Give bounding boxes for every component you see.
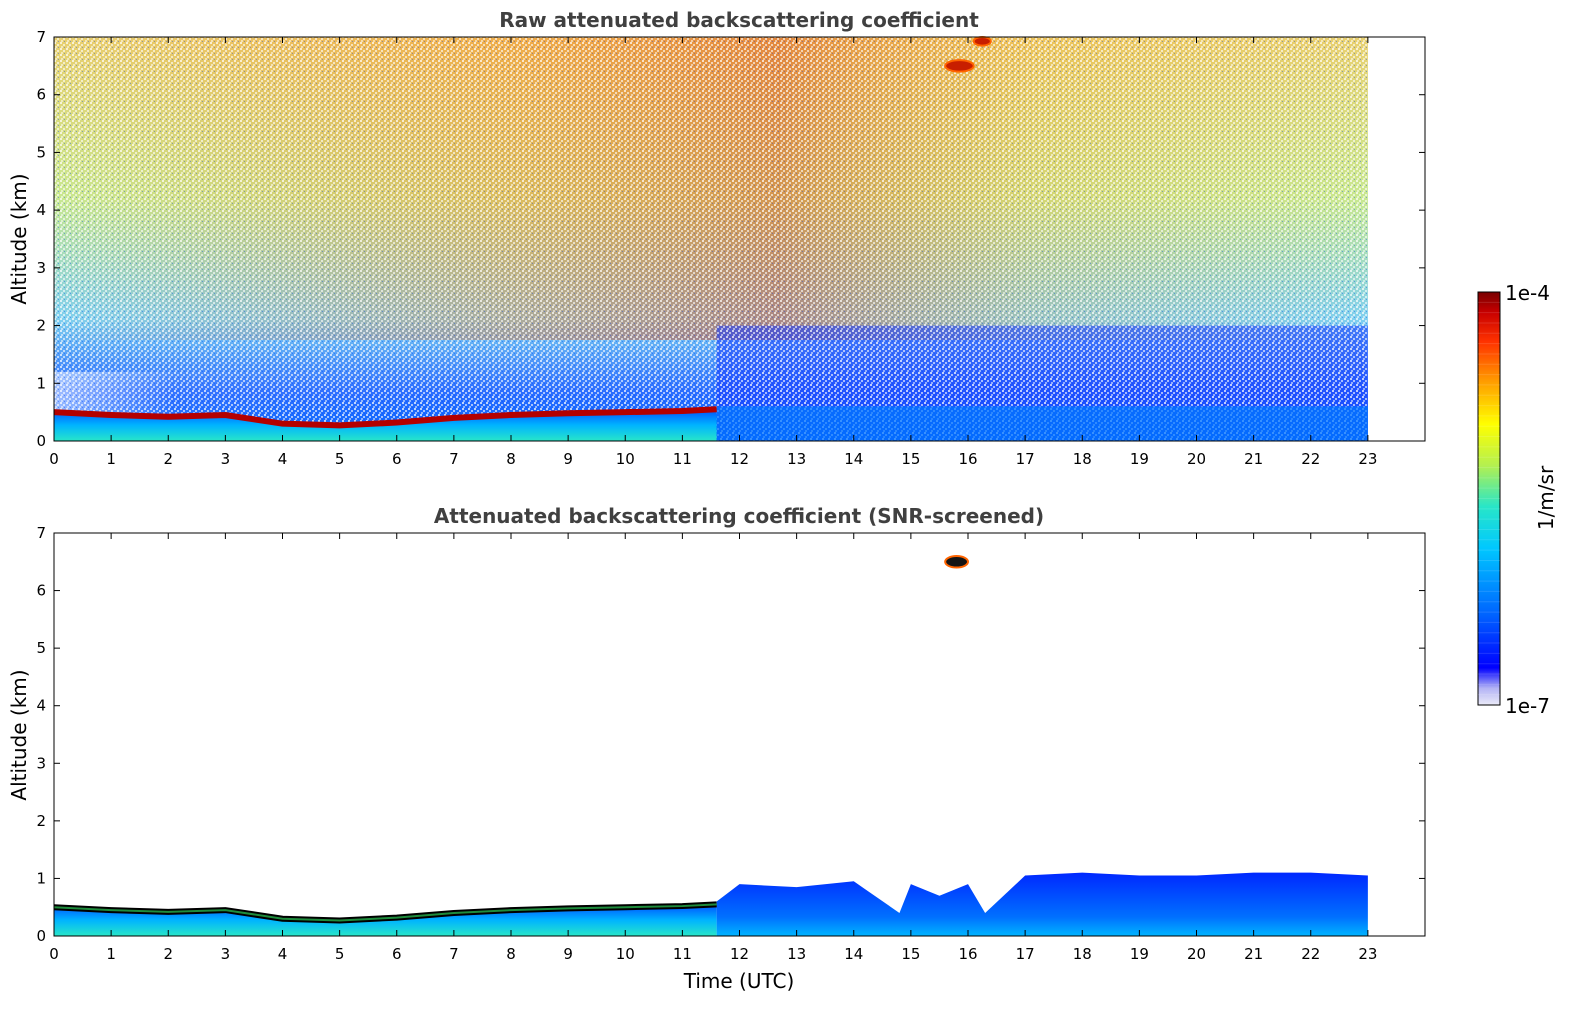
x-tick-label: 22 — [1301, 945, 1320, 963]
y-tick-label: 1 — [36, 374, 46, 392]
x-tick-label: 1 — [106, 945, 116, 963]
y-tick-label: 4 — [36, 697, 46, 715]
x-tick-label: 5 — [335, 450, 345, 468]
colorbar-min-label: 1e-7 — [1505, 694, 1550, 718]
x-tick-label: 12 — [730, 945, 749, 963]
cloud-patch — [972, 36, 992, 47]
x-tick-label: 0 — [49, 450, 59, 468]
x-tick-label: 2 — [163, 945, 173, 963]
x-tick-label: 6 — [392, 945, 402, 963]
panel2-heatmap — [53, 555, 1368, 936]
x-tick-label: 9 — [563, 450, 573, 468]
colorbar-bands — [1478, 301, 1500, 696]
x-tick-label: 15 — [901, 450, 920, 468]
y-tick-label: 6 — [36, 86, 46, 104]
y-tick-label: 4 — [36, 201, 46, 219]
x-tick-label: 21 — [1244, 450, 1263, 468]
y-tick-label: 7 — [36, 524, 46, 542]
x-tick-label: 19 — [1130, 450, 1149, 468]
x-tick-label: 14 — [844, 945, 863, 963]
x-tick-label: 19 — [1130, 945, 1149, 963]
x-tick-label: 22 — [1301, 450, 1320, 468]
panel2-title: Attenuated backscattering coefficient (S… — [434, 504, 1044, 528]
x-tick-label: 13 — [787, 450, 806, 468]
y-tick-label: 2 — [36, 317, 46, 335]
cloud-patch — [944, 555, 970, 569]
y-tick-label: 3 — [36, 754, 46, 772]
panel1-y-ticks: 0 1 2 3 4 5 6 7 — [36, 28, 1425, 450]
colorbar: 1e-4 1e-7 1/m/sr — [1477, 281, 1558, 718]
x-tick-label: 7 — [449, 945, 459, 963]
x-tick-label: 3 — [221, 450, 231, 468]
x-tick-label: 2 — [163, 450, 173, 468]
panel1-title: Raw attenuated backscattering coefficien… — [499, 8, 979, 32]
x-tick-label: 20 — [1187, 945, 1206, 963]
x-tick-label: 5 — [335, 945, 345, 963]
x-tick-label: 18 — [1073, 450, 1092, 468]
x-tick-label: 20 — [1187, 450, 1206, 468]
colorbar-gradient — [1477, 291, 1501, 706]
y-tick-label: 6 — [36, 582, 46, 600]
y-tick-label: 7 — [36, 28, 46, 46]
x-tick-label: 16 — [958, 450, 977, 468]
raw-noise — [54, 37, 1368, 441]
colorbar-max-label: 1e-4 — [1505, 281, 1550, 305]
x-tick-label: 0 — [49, 945, 59, 963]
x-tick-label: 21 — [1244, 945, 1263, 963]
x-tick-label: 8 — [506, 945, 516, 963]
cloud-patch — [944, 59, 975, 73]
x-tick-label: 1 — [106, 450, 116, 468]
panel2-ylabel: Altitude (km) — [7, 669, 31, 800]
panel2-x-ticks: 0 1 2 3 4 5 6 7 8 9 10 11 12 13 14 15 16 17 18 19 20 21 22 23 — [49, 533, 1377, 963]
panel1-ylabel: Altitude (km) — [7, 173, 31, 304]
x-tick-label: 15 — [901, 945, 920, 963]
raw-afternoon-layer — [716, 406, 1368, 441]
y-tick-label: 5 — [36, 639, 46, 657]
panel1-x-ticks: 0 1 2 3 4 5 6 7 8 9 10 11 12 13 14 15 16 17 18 19 20 21 22 23 — [49, 37, 1377, 468]
y-tick-label: 0 — [36, 927, 46, 945]
x-tick-label: 23 — [1358, 450, 1377, 468]
y-tick-label: 3 — [36, 259, 46, 277]
x-tick-label: 14 — [844, 450, 863, 468]
x-tick-label: 11 — [673, 450, 692, 468]
x-tick-label: 8 — [506, 450, 516, 468]
x-tick-label: 7 — [449, 450, 459, 468]
y-tick-label: 0 — [36, 432, 46, 450]
x-tick-label: 4 — [278, 450, 288, 468]
panel2-xlabel: Time (UTC) — [683, 969, 795, 993]
y-tick-label: 1 — [36, 869, 46, 887]
x-tick-label: 4 — [278, 945, 288, 963]
x-tick-label: 17 — [1016, 945, 1035, 963]
x-tick-label: 16 — [958, 945, 977, 963]
x-tick-label: 10 — [616, 945, 635, 963]
x-tick-label: 13 — [787, 945, 806, 963]
x-tick-label: 18 — [1073, 945, 1092, 963]
raw-backscatter-panel: Raw attenuated backscattering coefficien… — [7, 8, 1426, 468]
x-tick-label: 10 — [616, 450, 635, 468]
panel1-heatmap — [53, 36, 1368, 441]
x-tick-label: 23 — [1358, 945, 1377, 963]
aerosol-top-edge — [53, 903, 717, 922]
y-tick-label: 2 — [36, 812, 46, 830]
x-tick-label: 17 — [1016, 450, 1035, 468]
aerosol-top-line — [53, 406, 717, 429]
boundary-layer-region — [716, 872, 1368, 936]
x-tick-label: 11 — [673, 945, 692, 963]
x-tick-label: 9 — [563, 945, 573, 963]
panel2-y-ticks: 0 1 2 3 4 5 6 7 — [36, 524, 1425, 945]
x-tick-label: 3 — [221, 945, 231, 963]
colorbar-unit-label: 1/m/sr — [1534, 465, 1558, 530]
x-tick-label: 12 — [730, 450, 749, 468]
x-tick-label: 6 — [392, 450, 402, 468]
y-tick-label: 5 — [36, 143, 46, 161]
screened-backscatter-panel: Attenuated backscattering coefficient (S… — [7, 504, 1426, 993]
